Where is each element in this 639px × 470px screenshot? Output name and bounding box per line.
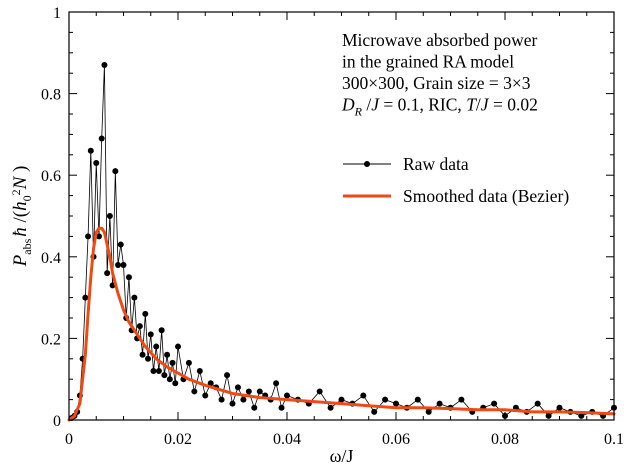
raw-data-point	[327, 404, 334, 411]
raw-data-point	[534, 400, 541, 407]
y-tick-label: 0.6	[41, 168, 61, 185]
raw-data-point	[371, 408, 378, 415]
raw-data-point	[578, 412, 585, 419]
raw-data-point	[155, 368, 162, 375]
y-tick-label: 0.2	[41, 331, 61, 348]
series-layer	[67, 62, 617, 422]
raw-data-point	[153, 343, 160, 350]
raw-data-point	[169, 359, 176, 366]
raw-data-point	[115, 261, 122, 268]
raw-data-point	[207, 380, 214, 387]
chart-annotation: Microwave absorbed power in the grained …	[341, 30, 538, 119]
raw-data-point	[112, 168, 119, 175]
x-axis-label: ω/J	[330, 446, 354, 466]
raw-data-point	[101, 62, 108, 69]
raw-data-point	[278, 404, 285, 411]
raw-data-point	[185, 359, 192, 366]
raw-data-point	[158, 327, 165, 334]
raw-data-point	[175, 343, 181, 350]
raw-data-point	[234, 384, 241, 391]
x-tick-label: 0.08	[491, 431, 519, 448]
raw-data-point	[393, 400, 399, 407]
raw-data-point	[191, 388, 198, 395]
legend-raw-label: Raw data	[403, 154, 469, 174]
annotation-line-4: DR /J = 0.1, RIC, T/J = 0.02	[341, 95, 538, 119]
svg-text:Pabsħ /(h02N ): Pabsħ /(h02N )	[9, 166, 34, 268]
raw-data-point	[172, 380, 179, 387]
raw-data-point	[202, 392, 209, 399]
y-axis: 0 0.2 0.4 0.6 0.8 1	[41, 5, 614, 430]
raw-data-point	[145, 355, 152, 362]
x-tick-label: 0.02	[164, 431, 192, 448]
raw-data-point	[166, 376, 173, 383]
raw-data-point	[93, 159, 100, 166]
raw-data-point	[229, 400, 236, 407]
raw-data-point	[117, 241, 124, 248]
annotation-line-3: 300×300, Grain size = 3×3	[342, 73, 531, 93]
raw-data-point	[458, 396, 465, 403]
raw-data-point	[545, 412, 552, 419]
annotation-line-1: Microwave absorbed power	[342, 30, 538, 50]
legend-raw-marker	[364, 161, 370, 167]
raw-data-point	[491, 400, 498, 407]
raw-data-point	[245, 388, 252, 395]
raw-data-point	[316, 388, 323, 395]
x-tick-label: 0	[65, 431, 73, 448]
raw-data-point	[382, 396, 389, 403]
raw-data-point	[150, 368, 157, 375]
raw-data-point	[436, 400, 443, 407]
raw-data-point	[106, 213, 113, 219]
raw-data-point	[147, 331, 154, 338]
raw-data-point	[139, 351, 146, 358]
raw-data-point	[142, 310, 149, 317]
raw-data-point	[164, 351, 171, 358]
x-tick-label: 0.04	[273, 431, 301, 448]
x-tick-label: 0.06	[382, 431, 410, 448]
y-tick-label: 0.4	[41, 250, 61, 267]
raw-data-point	[284, 392, 290, 399]
raw-data-point	[273, 380, 280, 387]
x-axis: 0 0.02 0.04 0.06 0.08 0.1	[65, 12, 624, 448]
raw-data-point	[85, 233, 92, 240]
raw-data-point	[95, 233, 102, 240]
raw-data-point	[240, 396, 247, 403]
raw-data-point	[556, 404, 563, 411]
x-tick-label: 0.1	[604, 431, 624, 448]
raw-data-point	[414, 396, 421, 403]
raw-data-point	[360, 392, 367, 399]
raw-data-point	[120, 261, 127, 268]
y-tick-label: 0.8	[41, 87, 61, 104]
raw-data-point	[104, 270, 111, 277]
raw-data-point	[256, 388, 263, 395]
raw-data-point	[131, 294, 138, 301]
raw-data-point	[82, 294, 89, 301]
raw-data-point	[196, 368, 203, 375]
annotation-line-2: in the grained RA model	[342, 52, 514, 72]
raw-data-point	[425, 408, 432, 415]
raw-data-point	[125, 274, 132, 281]
y-tick-label: 1	[53, 5, 61, 22]
raw-data-point	[87, 147, 94, 154]
raw-data-point	[218, 396, 225, 403]
legend: Raw data Smoothed data (Bezier)	[343, 154, 569, 206]
raw-data-point	[251, 404, 258, 411]
y-axis-label: Pabsħ /(h02N )	[9, 166, 34, 268]
raw-data-point	[98, 135, 105, 142]
raw-data-point	[224, 372, 231, 379]
series-smoothed-line	[67, 226, 616, 422]
raw-data-point	[338, 396, 345, 403]
raw-data-point	[161, 372, 168, 379]
legend-smoothed-label: Smoothed data (Bezier)	[403, 186, 569, 206]
raw-data-point	[136, 323, 143, 330]
plot-area	[67, 62, 617, 422]
y-tick-label: 0	[53, 413, 61, 430]
